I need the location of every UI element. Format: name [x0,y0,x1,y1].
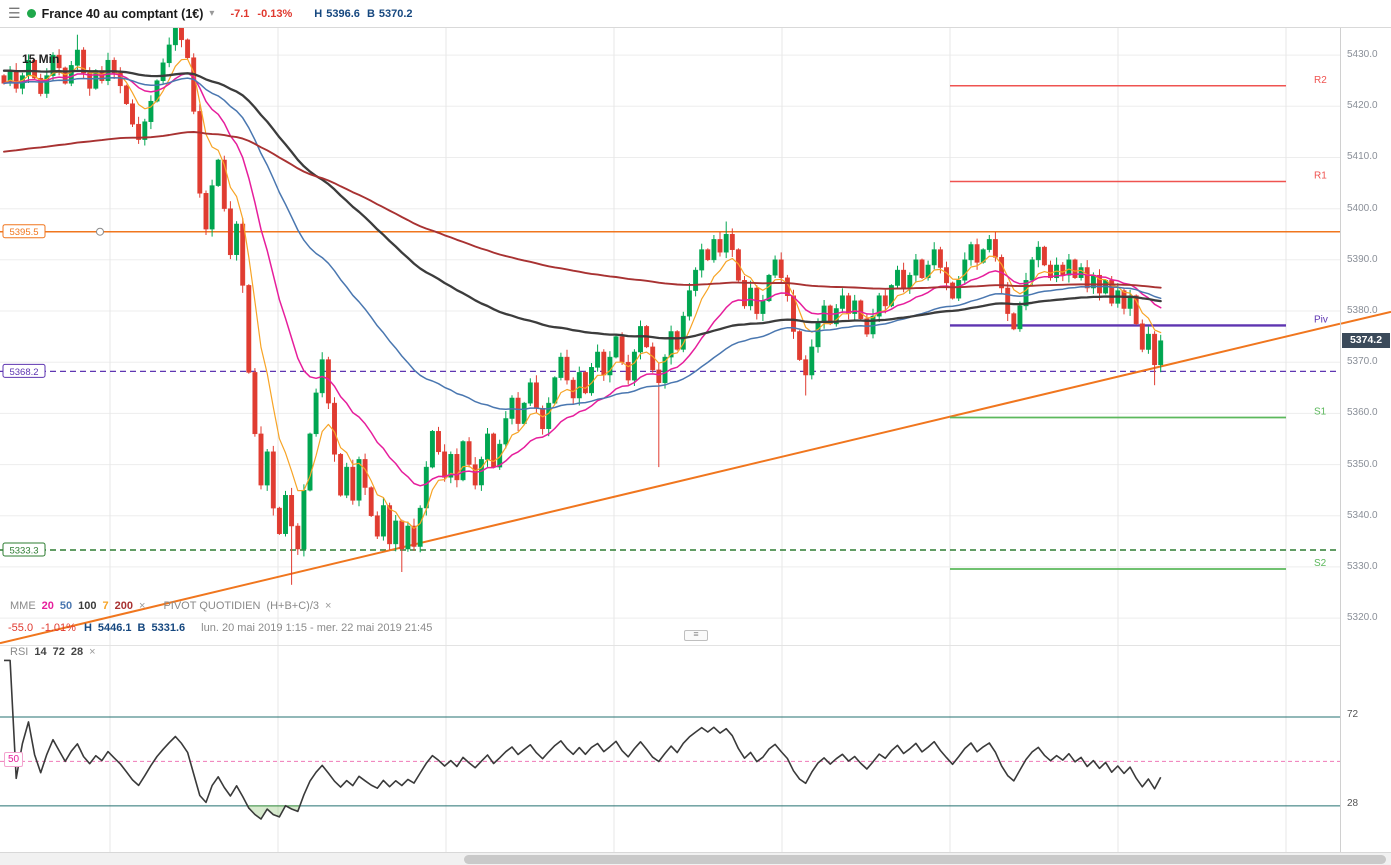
pivot-label: R1 [1314,171,1327,182]
mme-period[interactable]: 200 [114,600,134,612]
mme-period[interactable]: 7 [102,600,109,612]
level-drag-handle [96,227,104,236]
pivot-label: R2 [1314,75,1327,86]
rsi-indicator-label[interactable]: RSI [10,646,29,658]
candles [1,28,1164,585]
market-open-indicator [26,9,36,18]
pivot-label: S1 [1314,407,1327,418]
price-tick-label: 5320.0 [1347,612,1378,623]
price-tick-label: 5410.0 [1347,151,1378,162]
pivot-formula-label[interactable]: (H+B+C)/3 [266,600,320,612]
svg-text:5395.5: 5395.5 [9,227,38,238]
rsi-pane[interactable] [0,645,1340,853]
chevron-down-icon[interactable]: ▾ [209,8,215,19]
pivot-label: Piv [1314,314,1328,325]
trendline[interactable] [0,322,1340,645]
high-value: 5396.6 [326,7,360,20]
ema-7 [3,58,1162,529]
pane-resize-handle[interactable]: ≡ [684,630,708,641]
horizontal-scrollbar[interactable] [0,852,1391,865]
high-label: H [314,7,323,20]
period-change: -55.0 [8,622,34,634]
rsi-mid-level-label: 50 [4,752,24,767]
price-tick-label: 5340.0 [1347,510,1378,521]
period-change-percent: -1.01% [41,622,76,634]
change-percent: -0.13% [257,7,293,20]
price-chart-canvas[interactable]: R2 R1 Piv S1 S2 5395.5 5368.2 5333.3 [0,28,1340,645]
period-high-value: 5446.1 [97,622,132,634]
menu-icon[interactable]: ☰ [8,5,21,21]
price-tick-label: 5360.0 [1347,407,1378,418]
close-icon[interactable]: × [325,600,332,612]
timeframe-label[interactable]: 15 Min [22,52,60,66]
low-label: B [366,7,375,20]
rsi-overbought-label: 72 [1347,709,1359,720]
price-tick-label: 5400.0 [1347,203,1378,214]
ema-200 [3,131,1162,290]
top-bar: ☰ France 40 au comptant (1€) ▾ -7.1 -0.13… [0,0,1391,28]
mme-periods: 20 50 100 7 200 [42,600,139,612]
mme-period[interactable]: 100 [78,600,97,612]
moving-averages [2,58,1162,529]
price-tick-label: 5370.0 [1347,356,1378,367]
svg-text:5333.3: 5333.3 [9,546,38,557]
level-price-labels: 5395.5 5368.2 5333.3 [2,224,46,557]
rsi-legend: RSI 14 72 28 × [10,646,114,658]
price-chart-pane[interactable]: R2 R1 Piv S1 S2 5395.5 5368.2 5333.3 [0,28,1340,645]
pivot-label: S2 [1314,558,1327,569]
scrollbar-thumb[interactable] [464,855,1386,864]
rsi-upper[interactable]: 72 [52,646,65,658]
visible-period-range: lun. 20 mai 2019 1:15 - mer. 22 mai 2019… [201,622,433,634]
rsi-canvas[interactable] [0,646,1340,853]
price-tick-label: 5380.0 [1347,305,1378,316]
indicator-legend: MME 20 50 100 7 200 × PIVOT QUOTIDIEN (H+B+C)/3 × [10,600,349,612]
gridlines [0,28,1340,645]
price-tick-label: 5420.0 [1347,100,1378,111]
price-tick-label: 5330.0 [1347,561,1378,572]
close-icon[interactable]: × [89,646,96,658]
period-low-label: B [137,622,146,634]
session-change: -7.1 -0.13% [230,8,300,20]
period-low-value: 5331.6 [151,622,186,634]
rsi-oversold-label: 28 [1347,798,1359,809]
close-icon[interactable]: × [139,600,146,612]
session-high-low: H 5396.6 B 5370.2 [314,8,416,20]
horizontal-levels[interactable] [0,227,1340,551]
instrument-title[interactable]: France 40 au comptant (1€) [41,6,204,21]
price-tick-label: 5430.0 [1347,49,1378,60]
price-tick-label: 5390.0 [1347,254,1378,265]
rsi-line [4,659,1162,820]
price-axis[interactable]: 5374.2 72 28 5430.0 5420.0 5410.0 5400.0 539… [1340,28,1391,852]
ohlc-info-row: -55.0 -1.01% H 5446.1 B 5331.6 lun. 20 mai 201… [8,622,432,634]
mme-indicator-label[interactable]: MME [10,600,36,612]
svg-text:5368.2: 5368.2 [9,367,38,378]
period-high-label: H [83,622,92,634]
rsi-lower[interactable]: 28 [70,646,84,658]
ema-20 [3,72,1162,487]
current-price-badge: 5374.2 [1342,333,1390,348]
pivot-levels: R2 R1 Piv S1 S2 [950,75,1328,570]
pivot-indicator-label[interactable]: PIVOT QUOTIDIEN [163,600,261,612]
low-value: 5370.2 [378,7,413,20]
ema-100 [2,69,1162,340]
ema-50 [3,76,1162,411]
mme-period[interactable]: 20 [41,600,54,612]
mme-period[interactable]: 50 [59,600,73,612]
price-tick-label: 5350.0 [1347,459,1378,470]
rsi-period[interactable]: 14 [34,646,47,658]
change-value: -7.1 [230,7,250,20]
